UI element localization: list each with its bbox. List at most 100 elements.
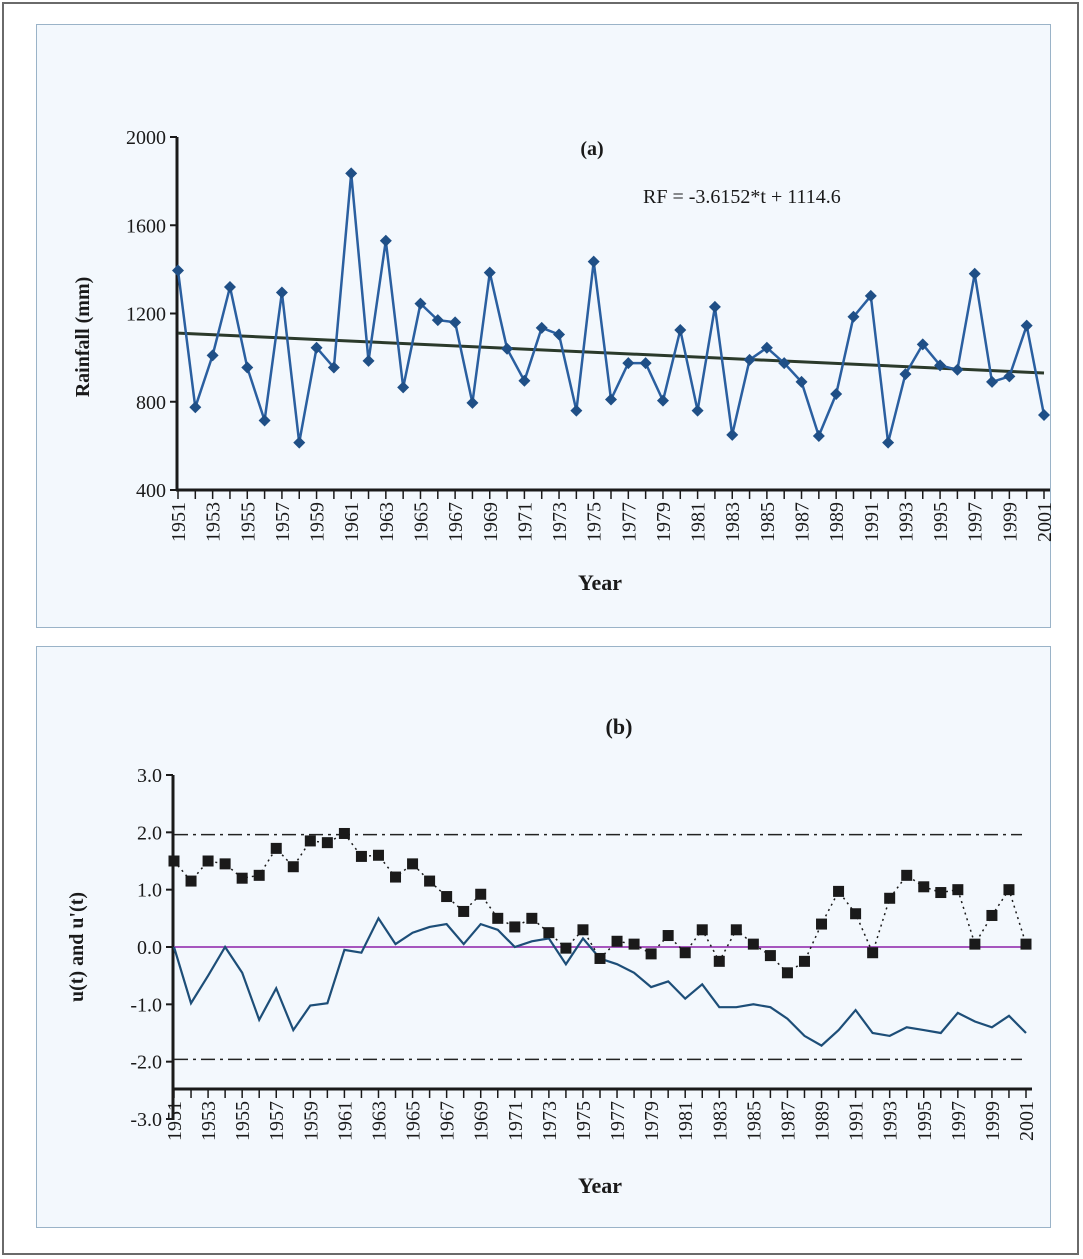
x-tick-label: 1975 bbox=[573, 1101, 595, 1141]
u-prime-t-point bbox=[679, 947, 691, 959]
x-tick-label: 1953 bbox=[198, 1101, 220, 1141]
u-prime-t-point bbox=[475, 888, 487, 900]
x-tick-label: 1999 bbox=[999, 502, 1021, 542]
y-tick-label: 3.0 bbox=[137, 765, 162, 787]
u-prime-t-point bbox=[730, 924, 742, 936]
u-prime-t-point bbox=[270, 842, 282, 854]
rainfall-point bbox=[951, 363, 964, 376]
x-tick-label: 1987 bbox=[777, 1101, 799, 1141]
x-tick-label: 1987 bbox=[792, 502, 814, 542]
panel-b: (b) u(t) and u'(t) Year 3.0 2.0 1.0 0.0 -1.0… bbox=[36, 646, 1051, 1228]
u-t-series-line bbox=[172, 916, 1027, 1047]
u-prime-t-point bbox=[492, 912, 504, 924]
rainfall-point bbox=[206, 349, 219, 362]
x-tick-label: 1977 bbox=[607, 1101, 629, 1141]
rainfall-point bbox=[674, 324, 687, 337]
rainfall-point bbox=[812, 429, 825, 442]
rainfall-point bbox=[431, 314, 444, 327]
x-tick-label: 1979 bbox=[653, 502, 675, 542]
u-prime-t-point bbox=[696, 924, 708, 936]
rainfall-point bbox=[293, 436, 306, 449]
rainfall-point bbox=[379, 234, 392, 247]
u-prime-t-point bbox=[407, 858, 419, 870]
u-prime-t-point bbox=[441, 891, 453, 903]
x-tick-label: 1973 bbox=[539, 1101, 561, 1141]
mann-kendall-chart: (b) u(t) and u'(t) Year 3.0 2.0 1.0 0.0 -1.0… bbox=[66, 714, 1038, 1198]
rainfall-point bbox=[345, 167, 358, 180]
y-tick-label: 2.0 bbox=[137, 822, 162, 844]
u-prime-t-point bbox=[253, 869, 265, 881]
u-prime-t-point bbox=[1003, 884, 1015, 896]
rainfall-point bbox=[760, 341, 773, 354]
u-prime-t-point bbox=[304, 835, 316, 847]
trend-line bbox=[177, 331, 1045, 375]
u-prime-t-point bbox=[390, 871, 402, 883]
y-tick-label: 1.0 bbox=[137, 880, 162, 902]
rainfall-point bbox=[223, 281, 236, 294]
rainfall-point bbox=[605, 393, 617, 406]
rainfall-point bbox=[362, 354, 375, 367]
rainfall-point bbox=[327, 361, 340, 374]
x-tick-label: 1961 bbox=[334, 1101, 356, 1141]
x-tick-label: 1967 bbox=[445, 502, 467, 542]
u-prime-t-point bbox=[952, 884, 964, 896]
u-prime-t-point bbox=[645, 948, 657, 960]
rainfall-point bbox=[189, 401, 202, 414]
x-tick-label: 1959 bbox=[307, 502, 329, 542]
u-prime-t-point bbox=[867, 947, 879, 959]
u-prime-t-point bbox=[526, 912, 538, 924]
u-prime-t-point bbox=[321, 837, 333, 849]
rainfall-point bbox=[449, 316, 462, 329]
u-prime-t-point bbox=[424, 875, 436, 887]
rainfall-point bbox=[570, 404, 583, 417]
u-prime-t-point bbox=[969, 938, 981, 950]
y-tick-label: 800 bbox=[136, 392, 166, 414]
u-prime-t-series-line bbox=[173, 832, 1027, 974]
u-prime-t-point bbox=[577, 924, 589, 936]
x-tick-label: 1999 bbox=[982, 1101, 1004, 1141]
u-prime-t-point bbox=[611, 935, 623, 947]
u-prime-t-point bbox=[833, 885, 845, 897]
u-prime-t-point bbox=[372, 849, 384, 861]
x-tick-label: 1971 bbox=[514, 502, 536, 542]
u-prime-t-point bbox=[747, 938, 759, 950]
y-tick-label: 1200 bbox=[126, 304, 166, 326]
rainfall-point bbox=[1038, 408, 1050, 421]
y-axis-title-b: u(t) and u'(t) bbox=[66, 892, 88, 1002]
u-prime-t-point bbox=[168, 855, 180, 867]
y-tick-label: -1.0 bbox=[130, 994, 162, 1016]
x-tick-label: 1995 bbox=[914, 1101, 936, 1141]
u-prime-t-point bbox=[986, 909, 998, 921]
x-tick-label: 1993 bbox=[895, 502, 917, 542]
u-prime-t-point bbox=[185, 875, 197, 887]
x-tick-label: 1951 bbox=[164, 1101, 186, 1141]
rainfall-point bbox=[743, 353, 756, 366]
rainfall-point bbox=[934, 359, 947, 372]
rainfall-point bbox=[466, 396, 479, 409]
rainfall-point bbox=[916, 338, 929, 351]
u-prime-t-point bbox=[1020, 938, 1032, 950]
u-prime-t-point bbox=[713, 955, 725, 967]
x-tick-label: 1993 bbox=[880, 1101, 902, 1141]
u-prime-t-point bbox=[287, 861, 299, 873]
x-tick-label: 1961 bbox=[341, 502, 363, 542]
x-tick-label: 1969 bbox=[480, 502, 502, 542]
y-tick-label: 400 bbox=[136, 480, 166, 502]
x-axis-title-b: Year bbox=[578, 1173, 622, 1198]
rainfall-point bbox=[501, 342, 514, 355]
u-prime-t-point bbox=[355, 850, 367, 862]
rainfall-point bbox=[986, 375, 999, 388]
rainfall-point bbox=[172, 264, 184, 277]
x-tick-label: 1985 bbox=[743, 1101, 765, 1141]
x-tick-label: 1957 bbox=[272, 502, 294, 542]
rainfall-point bbox=[258, 414, 271, 427]
x-tick-label: 1983 bbox=[709, 1101, 731, 1141]
y-tick-label: 2000 bbox=[126, 127, 166, 149]
x-tick-label: 1979 bbox=[641, 1101, 663, 1141]
y-tick-label: -2.0 bbox=[130, 1052, 162, 1074]
x-tick-label: 1983 bbox=[722, 502, 744, 542]
rainfall-point bbox=[622, 357, 635, 370]
x-tick-label: 1969 bbox=[471, 1101, 493, 1141]
x-tick-label: 1971 bbox=[505, 1101, 527, 1141]
x-tick-label: 1989 bbox=[826, 502, 848, 542]
